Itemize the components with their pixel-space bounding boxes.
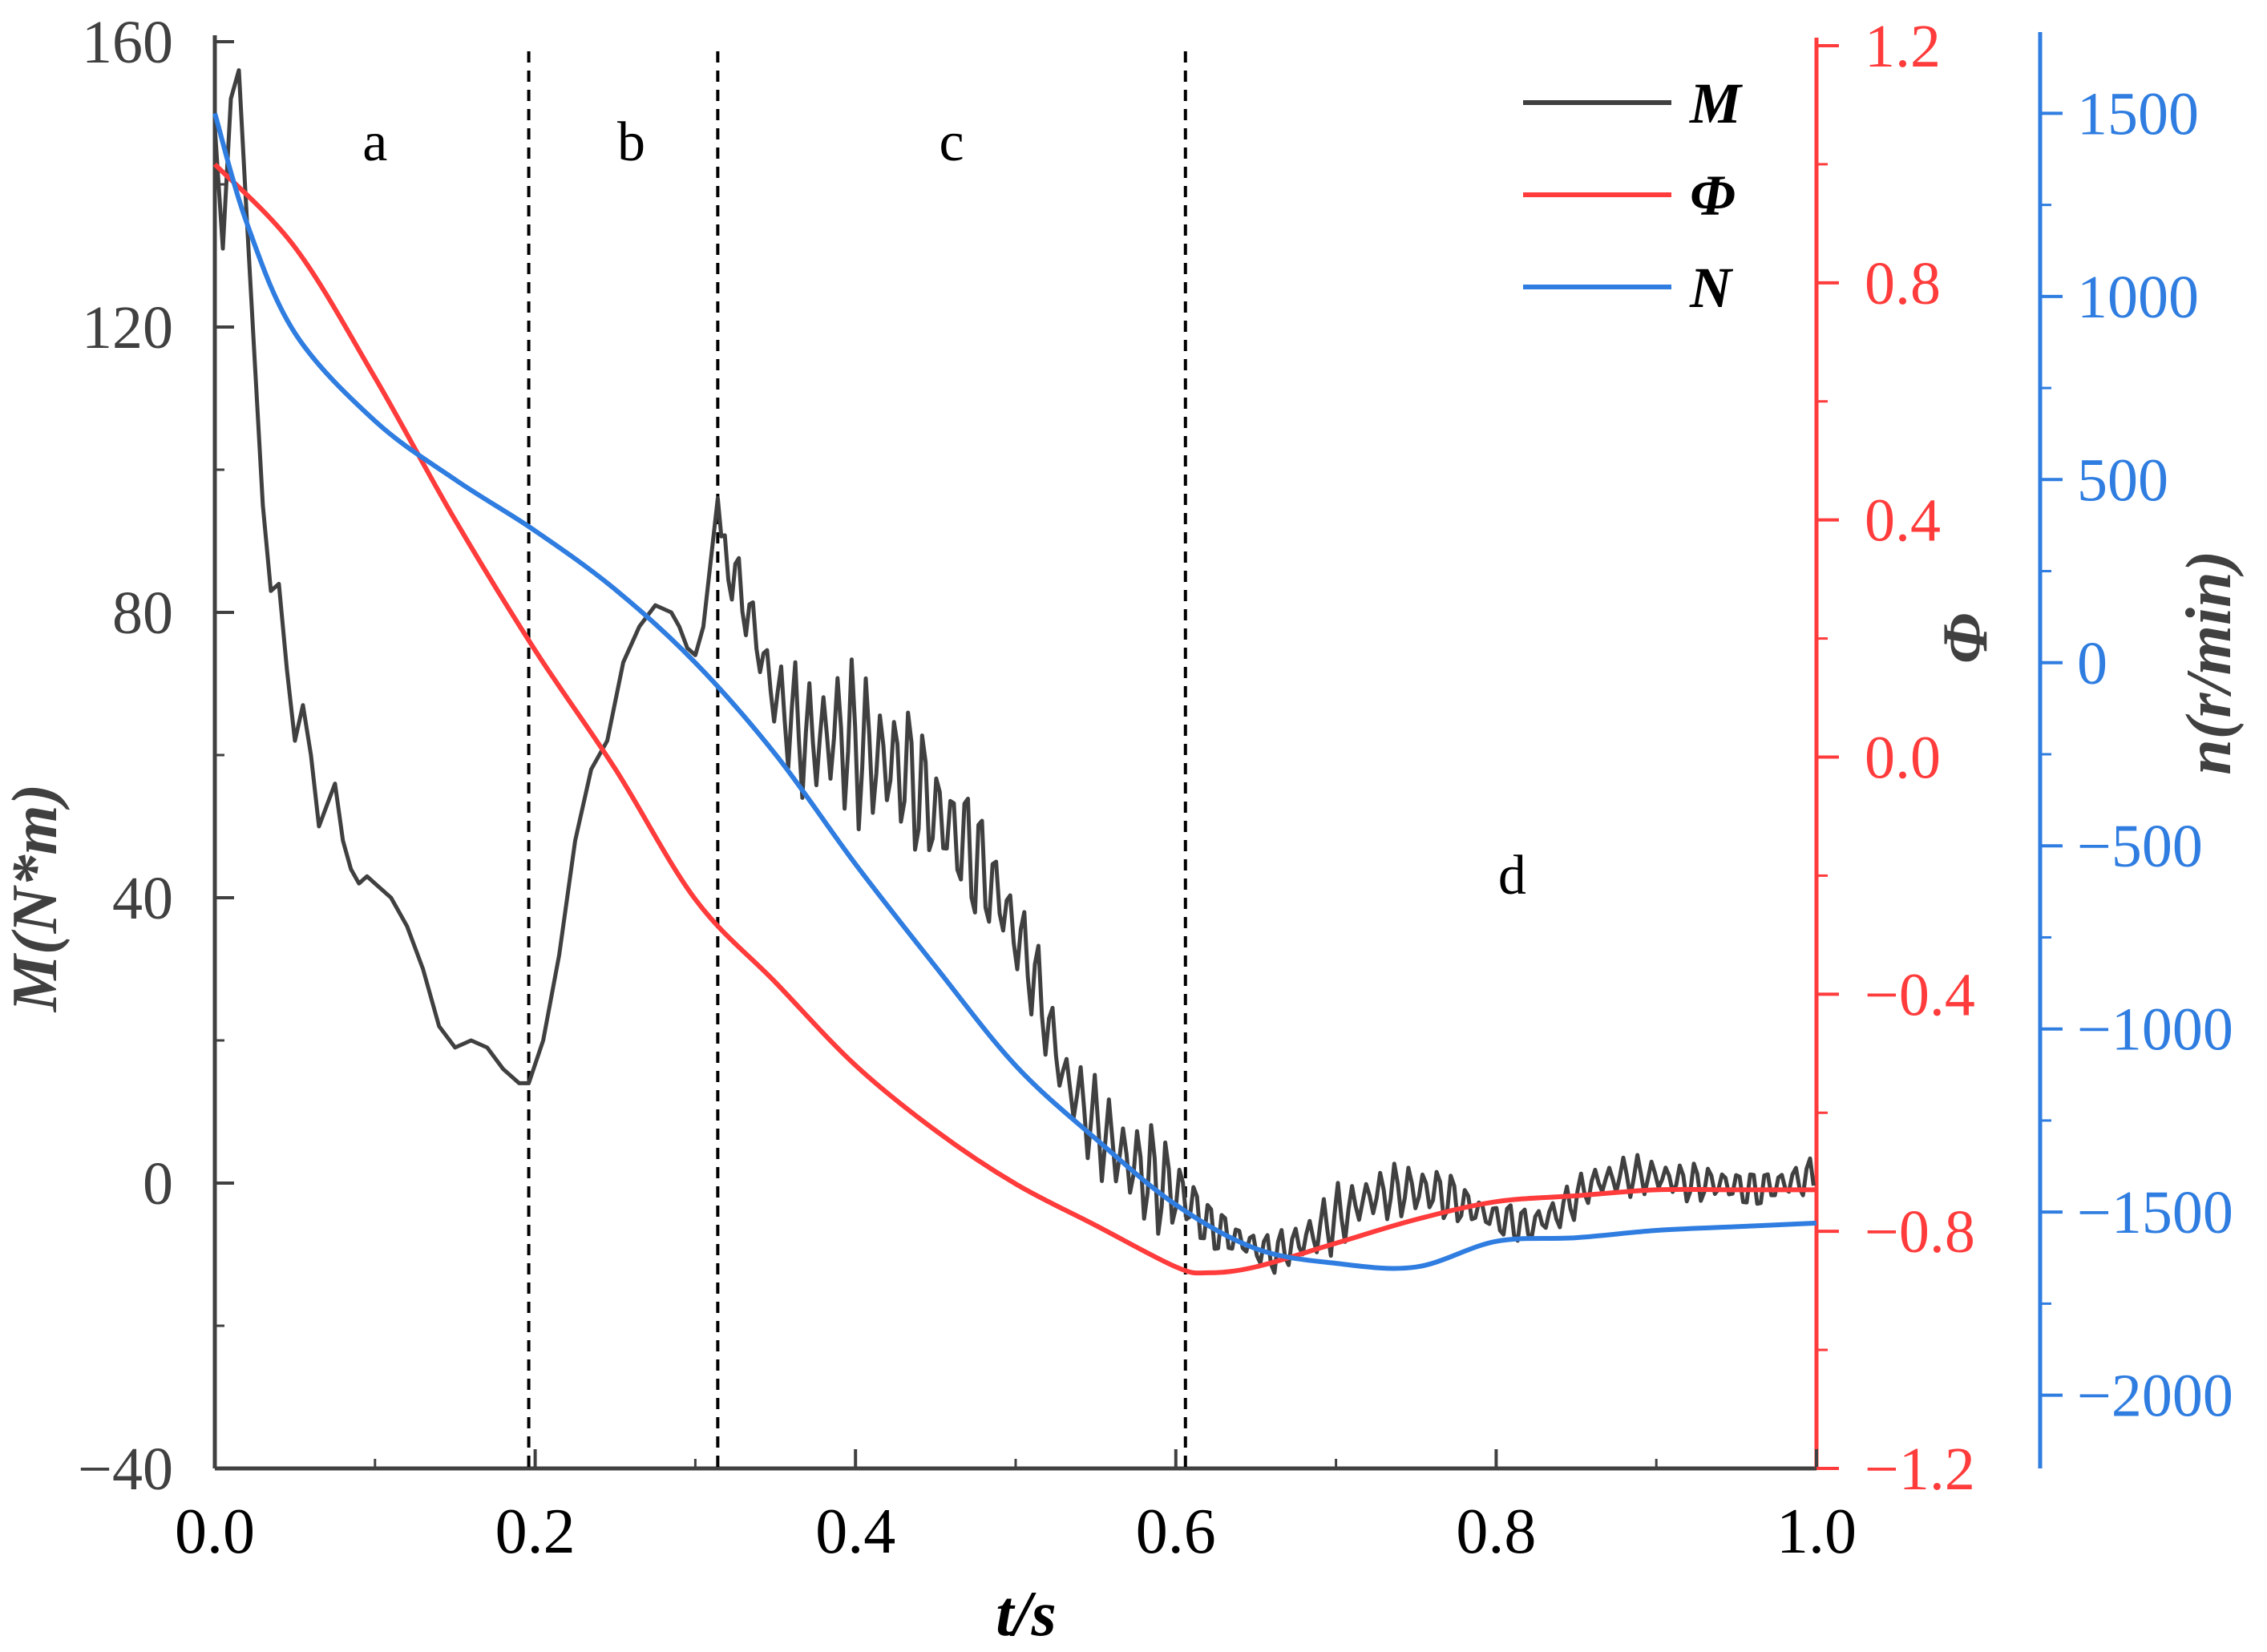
red-axis-title: Φ — [1930, 613, 2001, 664]
blue-tick-label: 1500 — [2077, 80, 2199, 147]
legend-label: M — [1689, 71, 1744, 135]
series-line-Phi — [212, 162, 1816, 1276]
blue-tick-label: −2000 — [2077, 1363, 2233, 1430]
red-tick-label: −0.4 — [1865, 961, 1975, 1028]
blue-tick-label: −500 — [2077, 813, 2203, 880]
left-tick-label: 0 — [143, 1150, 173, 1218]
region-label-d: d — [1498, 845, 1526, 907]
red-tick-label: −1.2 — [1865, 1436, 1975, 1503]
region-label-a: a — [362, 111, 387, 173]
blue-tick-label: −1500 — [2077, 1179, 2233, 1246]
x-tick-label: 0.4 — [815, 1496, 895, 1567]
left-tick-label: −40 — [78, 1436, 173, 1503]
left-tick-label: 80 — [112, 580, 173, 647]
legend-label: Φ — [1690, 164, 1736, 228]
left-axis-title: M(N*m) — [0, 784, 71, 1013]
left-tick-label: 120 — [82, 294, 173, 362]
blue-tick-label: 0 — [2077, 630, 2107, 697]
blue-tick-label: 500 — [2077, 446, 2168, 514]
x-tick-label: 0.0 — [175, 1496, 255, 1567]
region-label-b: b — [617, 111, 645, 173]
x-tick-label: 0.8 — [1456, 1496, 1536, 1567]
blue-axis-title: n(r/min) — [2174, 551, 2245, 775]
x-tick-label: 1.0 — [1776, 1496, 1857, 1567]
left-tick-label: 40 — [112, 865, 173, 932]
red-tick-label: 0.0 — [1865, 725, 1941, 792]
series-line-N — [212, 112, 1817, 1271]
x-tick-label: 0.6 — [1136, 1496, 1216, 1567]
red-tick-label: 1.2 — [1865, 13, 1941, 80]
legend-label: N — [1689, 256, 1734, 320]
red-tick-label: 0.4 — [1865, 487, 1941, 555]
x-tick-label: 0.2 — [495, 1496, 576, 1567]
x-axis-title: t/s — [996, 1579, 1057, 1648]
left-tick-label: 160 — [82, 9, 173, 76]
red-tick-label: −0.8 — [1865, 1198, 1975, 1266]
series-line-M — [212, 68, 1816, 1275]
red-tick-label: 0.8 — [1865, 250, 1941, 317]
region-label-c: c — [940, 111, 964, 173]
blue-tick-label: 1000 — [2077, 264, 2199, 331]
blue-tick-label: −1000 — [2077, 996, 2233, 1064]
